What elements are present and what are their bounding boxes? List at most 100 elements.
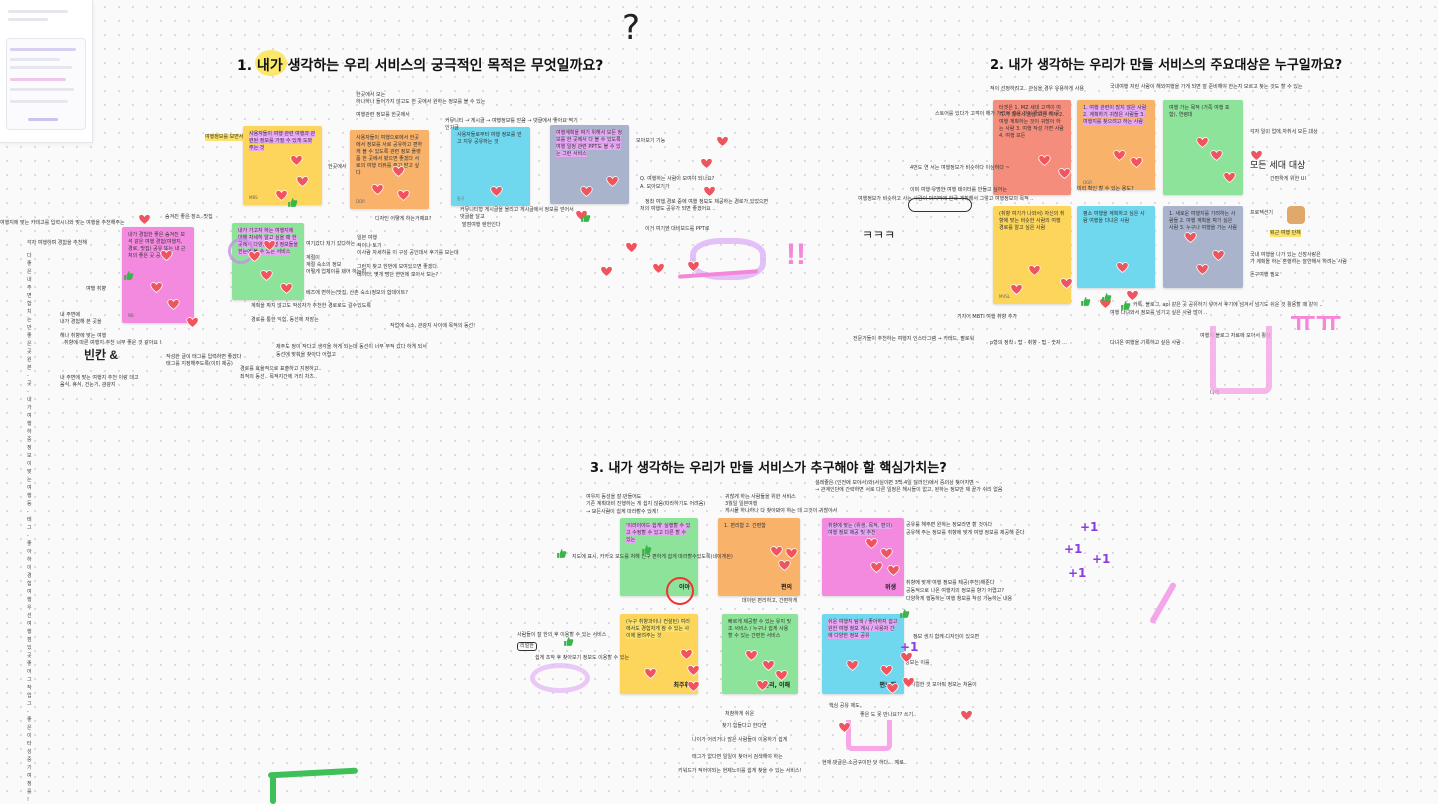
thumbs-up-icon <box>124 271 134 280</box>
heart-reaction-icon <box>1196 264 1209 275</box>
annotation: 미리 확인 할 수 있는 용도? <box>1077 186 1134 192</box>
annotation: 여우지 동선을 잘 만들어도 <box>586 494 642 500</box>
heart-reaction-icon <box>1010 284 1023 295</box>
scribble-doodle <box>1210 326 1272 394</box>
annotation: 내가 경험해 본 곳을 <box>60 319 102 325</box>
minimap-card <box>6 38 86 130</box>
heart-reaction-icon <box>290 155 303 166</box>
annotation: 한곳에서 <box>328 164 347 170</box>
note-text: 여행 가는 목적 (가족 여행 포함), 연령대 <box>1169 105 1230 118</box>
sticky-note[interactable]: 내가 경험한 좋은 숨겨진 보석 같은 여행 경험(여행지, 경로, 맛집) 공… <box>122 227 194 323</box>
annotation: 여행 다녀와서 정보를 넘기고 싶은 사람 많이 .. <box>1110 310 1208 316</box>
annotation: 베즈에 변하는(맛집, 산촌 숙소)정보의 합데이트? <box>306 290 408 296</box>
note-author: NB <box>128 313 134 318</box>
sticky-note[interactable]: 1. 새로운 여행지를 가려하는 사람들 2. 여행 계획을 짜기 싫은 사람 … <box>1163 206 1243 288</box>
annotation: 댓글을 달고 <box>460 214 485 220</box>
note-text: 사용자들로부터 여행 정보를 얻고 지유 공유하는 것 <box>457 132 522 145</box>
annotation: 간편하게 위한 UI <box>1270 176 1306 182</box>
annotation: 공동적으로 나온 여행지의 정보를 향기 어렵고? <box>906 588 1005 594</box>
annotation: 인기글 <box>445 125 459 131</box>
annotation: 공유를 해주면 원하는 정보라면 할 것이다 <box>906 522 993 528</box>
annotation: 여행지에 맞는 카테고를 입력시나와 맞는 여행을 추천해주는 <box>0 220 125 226</box>
sticky-note[interactable]: (취향 여기가 나와서) 자신의 취향에 맞는 비슷한 사람의 여행 경로를 알… <box>993 206 1071 304</box>
annotation: 정보는 이를 <box>905 660 930 666</box>
thumbs-up-icon <box>642 545 652 554</box>
heart-reaction-icon <box>960 710 973 721</box>
annotation: 음식, 휴식, 건는기, 관광지 <box>60 382 116 388</box>
handwritten-doodle: ㅋㅋㅋ <box>862 228 896 242</box>
heart-reaction-icon <box>775 670 788 681</box>
annotation: 하나하나 들어가지 않고도 한 곳에서 원하는 정보를 볼 수 있는 <box>356 99 486 105</box>
sticky-note[interactable]: 쉬운 여행지 탐색 / 좋아하지 쉽고 원한 여행 정보 게시 / 사용자 간에… <box>822 614 904 694</box>
annotation: 스토어를 있다가 고객이 해가 가었어 혹은 것이 즐기에 두 곳 <box>935 111 1060 117</box>
note-author: 동구 <box>457 196 465 201</box>
annotation: p형의 정착 : 탑 - 취향 - 팁 - 숫자 ... <box>990 340 1067 346</box>
heart-reaction-icon <box>687 261 700 272</box>
heart-reaction-icon <box>745 650 758 661</box>
sticky-note[interactable]: 평소 여행을 계획하고 싶은 사람 여행을 다녀온 사람 <box>1077 206 1155 288</box>
annotation: 피지컬한 것 모아줘 정보는 처음이 <box>906 682 977 688</box>
heart-reaction-icon <box>1130 157 1143 168</box>
circle-doodle <box>666 577 694 605</box>
minimap-line <box>10 78 66 81</box>
heart-reaction-icon <box>716 136 729 147</box>
annotation: 리얼한 <box>517 642 537 651</box>
annotation: 가 계획을 하는 혼행하는 잘안해서 하려는 사람 <box>1250 259 1347 265</box>
note-text: 사용자들이 여행 관련 여행과 관련된 정보를 가질 수 있게 도와주는 것 <box>249 131 316 151</box>
sticky-note[interactable]: 1. 여행 관련이 많지 않은 사람 2. 계획하기 귀찮은 사람들 3. 여행… <box>1077 100 1155 190</box>
sticky-note[interactable]: 사용자들로부터 여행 정보를 얻고 지유 공유하는 것 동구 <box>451 127 530 206</box>
annotation: 여행관련 정보를 한곳에서 <box>356 112 410 118</box>
annotation: 게시물 하나하나 다 찾아봐야 하는 데 그것이 귀찮아서 <box>725 508 838 514</box>
annotation: 국내여행 자린 사람이 해외여행을 가게 되면 잘 준비해야 한는지 모르고 찾… <box>1110 84 1303 90</box>
heart-reaction-icon <box>1212 250 1225 261</box>
question-doodle: ? <box>622 8 641 48</box>
heart-reaction-icon <box>1028 265 1041 276</box>
marker-doodle <box>1148 581 1178 625</box>
annotation: 다양하게 행동하는 여행 정보를 작성 가능하는 내용 <box>906 596 1013 602</box>
plus-one-sticker: +1 <box>1068 566 1087 580</box>
minimap-button[interactable] <box>28 118 58 121</box>
note-author: MBS <box>249 195 258 200</box>
sticky-note[interactable]: 사용자들이 여행 관련 여행과 관련된 정보를 가질 수 있게 도와주는 것 M… <box>243 126 322 205</box>
annotation: 적이 선정하려고.. 관심을 경우 유용하게 사용 <box>990 86 1084 92</box>
annotation: 그런지 찾고 한번에 모여있으면 좋겠다. <box>357 264 439 270</box>
heart-reaction-icon <box>652 263 665 274</box>
sticky-note[interactable]: 타겟은 1. MZ 세대 고객이 여기 가 있어서 놀을 보는 여자 2. 여행… <box>993 100 1071 195</box>
thumbs-up-sticker <box>1287 206 1305 224</box>
heart-reaction-icon <box>880 665 893 676</box>
annotation: 계절 숙소의 정보 <box>306 262 342 268</box>
annotation: 귀찮게 하는 사람들을 위한 서비스 <box>725 494 796 500</box>
annotation: 적이나 토기 <box>357 243 382 249</box>
heart-reaction-icon <box>687 665 700 676</box>
heart-reaction-icon <box>886 683 899 694</box>
annotation: 이미 여행 유명한 여행 데이터를 만들고 싶어는 <box>910 187 1007 193</box>
annotation: 국내 여행을 나가 있는 신장사랑은 <box>1250 252 1321 258</box>
annotation: 해나 취향에 맞는 여행 <box>60 333 107 339</box>
heart-reaction-icon <box>1113 150 1126 161</box>
thumbs-up-icon <box>564 637 574 646</box>
annotation: 기지어 MBTI 여행 취향 추가 <box>957 314 1018 320</box>
sticky-note[interactable]: 사용자들이 여행으로에서 한곳에서 정보를 서로 공유하고 편하게 볼 수 있도… <box>350 130 429 209</box>
heart-reaction-icon <box>865 538 878 549</box>
heart-reaction-icon <box>1196 137 1209 148</box>
annotation: → 모든사람이 쉽게 따라할수 있게! <box>586 509 659 515</box>
heart-reaction-icon <box>644 668 657 679</box>
annotation: 경로를 통한 익힘, 동선에 저장는 <box>251 317 319 323</box>
annotation: 커뮤니티 → 게시글 → 여행정보를 얻음 → 댓글에서 좋아요 찍기 <box>445 118 578 124</box>
heart-reaction-icon <box>1223 172 1236 183</box>
scribble-doodle <box>690 238 766 280</box>
annotation: 태그를 지정해주도록(이미 제공) <box>166 361 233 367</box>
heart-reaction-icon <box>870 562 883 573</box>
annotation: 카톡, 블로그, api 같은 곳 공유하기 넣어서 후기에 넘겨서 넘기도 쉬… <box>1133 302 1323 308</box>
heart-reaction-icon <box>186 317 199 328</box>
sticky-note[interactable]: 취향에 맞는 (위생, 목적, 편의) 여행 정보 제공 및 추천 위생 <box>822 518 904 596</box>
heart-reaction-icon <box>846 660 859 671</box>
note-author: OGR <box>1083 180 1093 185</box>
heart-reaction-icon <box>1210 150 1223 161</box>
heart-reaction-icon <box>275 190 288 201</box>
sticky-note[interactable]: 1. 편리함 2. 간편함 편의 <box>718 518 800 596</box>
note-text: 내가 경험한 좋은 숨겨진 보석 같은 여행 경험(여행지, 경로, 맛집) 공… <box>128 232 186 259</box>
heart-reaction-icon <box>1126 290 1139 301</box>
annotation: 각자 여행하며 경험을 추천해 <box>27 240 87 246</box>
minimap-panel[interactable] <box>0 0 93 143</box>
